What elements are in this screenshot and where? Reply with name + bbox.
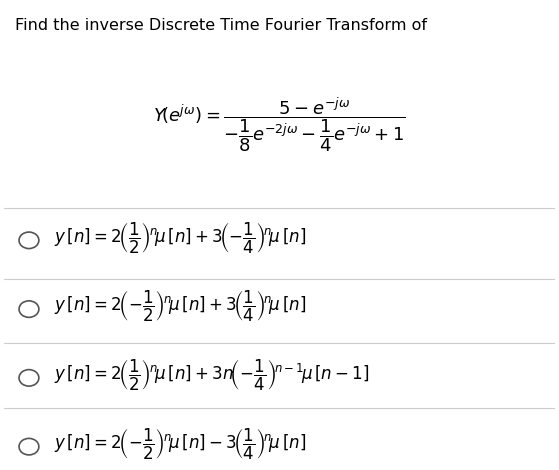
Text: $y\,[n] = 2\!\left(-\dfrac{1}{2}\right)^{\!n}\!\mu\,[n] + 3\!\left(\dfrac{1}{4}\: $y\,[n] = 2\!\left(-\dfrac{1}{2}\right)^… — [54, 289, 306, 324]
Text: $y\,[n] = 2\!\left(-\dfrac{1}{2}\right)^{\!n}\!\mu\,[n] - 3\!\left(\dfrac{1}{4}\: $y\,[n] = 2\!\left(-\dfrac{1}{2}\right)^… — [54, 427, 306, 462]
Text: Find the inverse Discrete Time Fourier Transform of: Find the inverse Discrete Time Fourier T… — [15, 18, 427, 33]
Text: $Y\!\left(e^{j\omega}\right) = \dfrac{5 - e^{-j\omega}}{-\dfrac{1}{8}e^{-2j\omeg: $Y\!\left(e^{j\omega}\right) = \dfrac{5 … — [153, 96, 406, 154]
Text: $y\,[n] = 2\!\left(\dfrac{1}{2}\right)^{\!n}\!\mu\,[n] + 3n\!\left(-\dfrac{1}{4}: $y\,[n] = 2\!\left(\dfrac{1}{2}\right)^{… — [54, 358, 369, 393]
Text: $y\,[n] = 2\!\left(\dfrac{1}{2}\right)^{\!n}\!\mu\,[n] + 3\!\left(-\dfrac{1}{4}\: $y\,[n] = 2\!\left(\dfrac{1}{2}\right)^{… — [54, 220, 306, 256]
